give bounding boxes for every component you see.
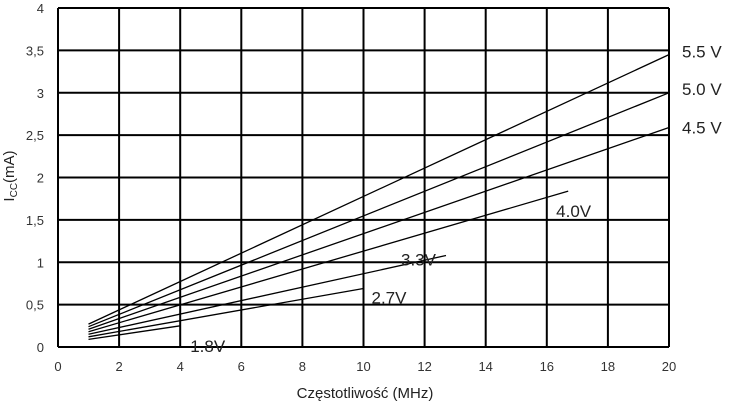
plot-area: [88, 54, 670, 341]
series-line: [88, 254, 447, 335]
x-tick-label: 14: [478, 359, 492, 374]
x-tick-label: 0: [54, 359, 61, 374]
x-axis-title: Częstotliwość (MHz): [297, 385, 434, 402]
grid: [57, 7, 670, 348]
series-line: [88, 54, 670, 325]
series-line: [88, 126, 670, 330]
series-label: 2.7V: [372, 289, 408, 308]
x-tick-label: 12: [417, 359, 431, 374]
y-tick-label: 2,5: [26, 128, 44, 143]
y-axis-title-main: I: [1, 197, 18, 201]
y-tick-label: 1,5: [26, 213, 44, 228]
x-tick-label: 20: [662, 359, 676, 374]
x-tick-label: 4: [177, 359, 184, 374]
series-label: 3.3V: [401, 250, 437, 269]
x-tick-label: 6: [238, 359, 245, 374]
y-tick-label: 0: [37, 340, 44, 355]
x-tick-label: 2: [115, 359, 122, 374]
series-line: [88, 92, 670, 328]
y-tick-label: 1: [37, 255, 44, 270]
y-tick-label: 4: [37, 1, 44, 16]
y-axis-title-sub: CC: [9, 183, 20, 197]
series-line: [88, 287, 364, 338]
series-line: [88, 325, 181, 341]
x-tick-label: 8: [299, 359, 306, 374]
series-labels: 1.8V 2.7V 3.3V 4.0V 4.5 V 5.0 V 5.5 V: [190, 43, 722, 356]
y-axis-title-rest: (mA): [1, 150, 18, 183]
series-label: 4.5 V: [682, 118, 722, 137]
tick-labels: 0 2 4 6 8 10 12 14 16 18 20 0 0,5 1 1,5 2 2,5 3 3,5 4: [26, 1, 676, 374]
series-label: 5.0 V: [682, 80, 722, 99]
series-line: [88, 190, 569, 333]
x-tick-label: 10: [356, 359, 370, 374]
y-tick-label: 3,5: [26, 43, 44, 58]
series-label: 4.0V: [556, 202, 592, 221]
y-tick-label: 0,5: [26, 298, 44, 313]
series-label: 1.8V: [190, 337, 226, 356]
x-tick-label: 16: [540, 359, 554, 374]
series-label: 5.5 V: [682, 43, 722, 62]
x-tick-label: 18: [601, 359, 615, 374]
y-tick-label: 2: [37, 171, 44, 186]
y-tick-label: 3: [37, 86, 44, 101]
y-axis-title: ICC(mA): [1, 150, 20, 201]
